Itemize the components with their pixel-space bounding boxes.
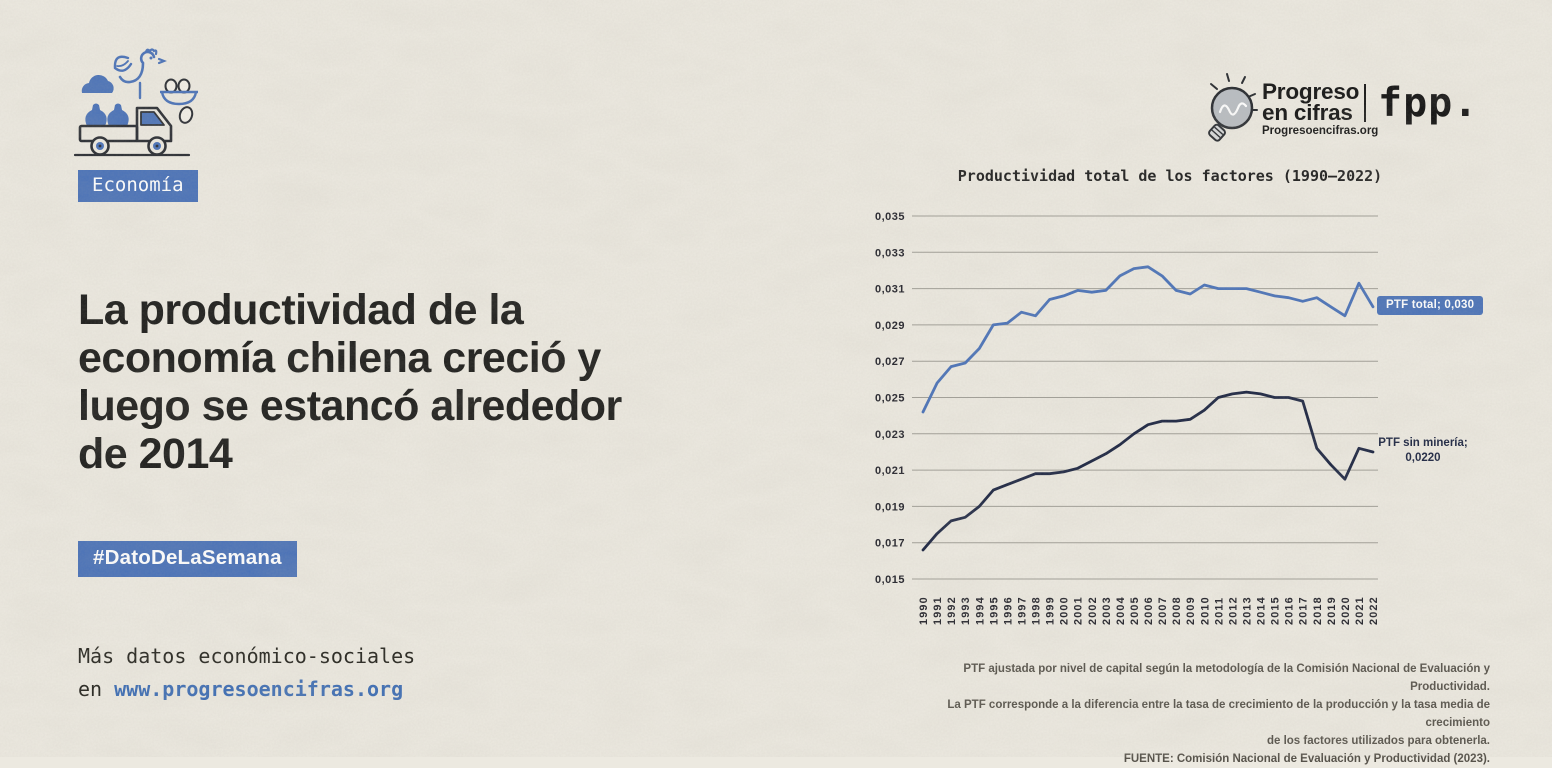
x-tick-label: 2010: [1199, 596, 1211, 625]
fpp-logo: fpp.: [1378, 80, 1479, 126]
ptf-total-end-label: PTF total; 0,030: [1377, 296, 1484, 315]
brand-divider: [1364, 84, 1366, 122]
brand-name-line2: en cifras: [1262, 100, 1353, 125]
x-tick-label: 2002: [1087, 596, 1099, 625]
x-tick-label: 2014: [1256, 596, 1268, 625]
x-tick-label: 2011: [1213, 597, 1225, 625]
x-tick-label: 2022: [1368, 596, 1380, 625]
x-tick-label: 1992: [946, 596, 958, 625]
brand-logo: [1203, 70, 1261, 157]
y-tick-label: 0,027: [875, 356, 905, 368]
x-tick-label: 2004: [1115, 596, 1127, 625]
y-tick-label: 0,033: [875, 247, 905, 259]
y-tick-label: 0,021: [875, 465, 905, 477]
y-tick-label: 0,025: [875, 393, 905, 405]
egg-icon: [178, 106, 194, 124]
brand-site-url: Progresoencifras.org: [1262, 125, 1379, 137]
x-tick-label: 1993: [960, 596, 972, 625]
x-tick-label: 2021: [1354, 596, 1366, 625]
brand-name: Progreso en cifras: [1262, 79, 1360, 125]
x-tick-label: 1996: [1002, 596, 1014, 625]
more-info: Más datos económico-sociales en www.prog…: [78, 640, 415, 706]
x-tick-label: 1990: [918, 596, 930, 625]
header-illustration: [72, 42, 204, 167]
more-info-line2: en www.progresoencifras.org: [78, 673, 415, 706]
x-tick-label: 2006: [1143, 596, 1155, 625]
x-tick-label: 2016: [1284, 596, 1296, 625]
ptf-sin-mineria-end-label: PTF sin minería; 0,0220: [1378, 437, 1468, 464]
y-tick-label: 0,035: [875, 211, 905, 223]
x-tick-label: 1994: [974, 596, 986, 625]
x-tick-label: 1997: [1016, 596, 1028, 625]
x-tick-label: 2000: [1059, 596, 1071, 625]
cloud-icon: [81, 74, 114, 93]
y-tick-label: 0,015: [875, 574, 905, 586]
x-tick-label: 2005: [1129, 596, 1141, 625]
x-tick-label: 2003: [1101, 596, 1113, 625]
x-tick-label: 2009: [1185, 596, 1197, 625]
lightbulb-icon: [1208, 73, 1258, 142]
x-tick-label: 2017: [1298, 596, 1310, 625]
source-footnote: PTF ajustada por nivel de capital según …: [947, 663, 1490, 765]
ptf-line-chart: 0,015 0,017 0,019 0,021 0,023 0,025 0,027 0,029…: [875, 211, 1380, 625]
chicken-icon: [113, 48, 167, 100]
x-tick-label: 1991: [932, 596, 944, 625]
x-tick-label: 2013: [1241, 596, 1253, 625]
x-tick-label: 2007: [1157, 596, 1169, 625]
food-truck-icon: [73, 48, 198, 157]
category-badge: Economía: [78, 170, 198, 202]
sacks-icon: [85, 103, 129, 126]
x-tick-label: 2015: [1270, 596, 1282, 625]
x-tick-label: 1995: [988, 596, 1000, 625]
x-tick-label: 2001: [1073, 596, 1085, 625]
x-tick-label: 1998: [1031, 596, 1043, 625]
ptf-sin-mineria-line: [921, 390, 1375, 552]
y-tick-label: 0,017: [875, 538, 905, 550]
more-info-prefix: en: [78, 677, 115, 701]
y-tick-label: 0,023: [875, 429, 905, 441]
y-tick-label: 0,031: [875, 284, 905, 296]
x-tick-label: 2018: [1312, 596, 1324, 625]
brand-name-line1: Progreso: [1262, 79, 1360, 104]
x-tick-label: 2012: [1227, 596, 1239, 625]
x-tick-label: 2019: [1326, 596, 1338, 625]
x-tick-label: 1999: [1045, 596, 1057, 625]
x-tick-label: 2020: [1340, 596, 1352, 625]
y-tick-label: 0,019: [875, 501, 905, 513]
chart-title: Productividad total de los factores (199…: [957, 167, 1383, 185]
x-tick-label: 2008: [1171, 596, 1183, 625]
website-link[interactable]: www.progresoencifras.org: [114, 677, 404, 701]
page-title: La productividad de la economía chilena …: [78, 286, 622, 478]
hashtag-badge: #DatoDeLaSemana: [78, 541, 297, 577]
y-tick-label: 0,029: [875, 320, 905, 332]
more-info-line1: Más datos económico-sociales: [78, 644, 416, 668]
